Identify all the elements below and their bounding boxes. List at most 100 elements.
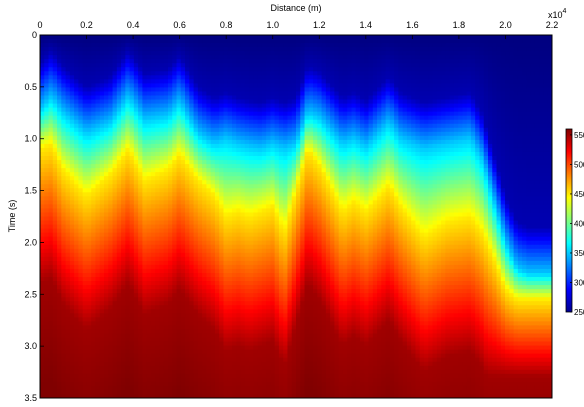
heatmap-cell: [40, 313, 45, 318]
heatmap-cell: [185, 244, 190, 250]
heatmap-cell: [253, 389, 259, 395]
heatmap-cell: [193, 168, 199, 173]
heatmap-cell: [95, 156, 101, 161]
heatmap-cell: [180, 240, 186, 246]
heatmap-cell: [52, 329, 58, 335]
heatmap-cell: [44, 313, 50, 318]
heatmap-cell: [86, 200, 92, 205]
heatmap-cell: [78, 107, 84, 113]
heatmap-cell: [57, 143, 62, 149]
heatmap-cell: [270, 381, 276, 387]
heatmap-cell: [214, 353, 220, 359]
heatmap-cell: [133, 99, 139, 105]
heatmap-cell: [219, 240, 225, 246]
heatmap-cell: [180, 268, 186, 274]
heatmap-cell: [52, 156, 58, 161]
heatmap-cell: [232, 147, 237, 153]
heatmap-cell: [91, 51, 97, 56]
heatmap-cell: [244, 164, 250, 169]
heatmap-cell: [159, 389, 165, 395]
heatmap-cell: [261, 180, 267, 185]
heatmap-cell: [74, 232, 79, 238]
heatmap-cell: [189, 87, 195, 93]
heatmap-cell: [168, 188, 173, 193]
heatmap-cell: [159, 204, 165, 210]
heatmap-cell: [185, 361, 190, 367]
heatmap-cell: [99, 59, 105, 64]
heatmap-cell: [223, 289, 229, 294]
heatmap-cell: [185, 196, 190, 201]
heatmap-cell: [253, 361, 259, 367]
heatmap-cell: [176, 313, 182, 318]
heatmap-cell: [82, 204, 88, 210]
heatmap-cell: [257, 381, 263, 387]
heatmap-cell: [48, 143, 54, 149]
heatmap-cell: [69, 47, 75, 52]
heatmap-cell: [270, 289, 276, 294]
heatmap-cell: [121, 365, 126, 371]
heatmap-cell: [104, 71, 109, 76]
heatmap-cell: [91, 277, 97, 282]
heatmap-cell: [104, 317, 109, 322]
heatmap-cell: [150, 75, 156, 80]
heatmap-cell: [95, 345, 101, 351]
heatmap-cell: [86, 139, 92, 145]
heatmap-cell: [65, 164, 71, 169]
heatmap-cell: [270, 329, 276, 335]
heatmap-cell: [44, 87, 50, 93]
heatmap-cell: [108, 345, 114, 351]
heatmap-cell: [82, 196, 88, 201]
heatmap-cell: [180, 180, 186, 185]
heatmap-cell: [78, 361, 84, 367]
heatmap-cell: [249, 220, 254, 226]
heatmap-cell: [133, 87, 139, 93]
heatmap-cell: [210, 349, 216, 355]
heatmap-cell: [40, 357, 45, 363]
heatmap-cell: [69, 172, 75, 177]
heatmap-cell: [40, 293, 45, 298]
heatmap-cell: [206, 143, 212, 149]
heatmap-cell: [219, 196, 225, 201]
heatmap-cell: [82, 39, 88, 44]
heatmap-cell: [146, 345, 152, 351]
heatmap-cell: [257, 224, 263, 230]
heatmap-cell: [223, 135, 229, 141]
heatmap-cell: [95, 212, 101, 218]
heatmap-cell: [236, 131, 242, 137]
heatmap-cell: [270, 309, 276, 314]
heatmap-cell: [116, 381, 122, 387]
heatmap-cell: [176, 329, 182, 335]
heatmap-cell: [57, 349, 62, 355]
heatmap-cell: [121, 43, 126, 48]
heatmap-cell: [163, 212, 169, 218]
heatmap-cell: [219, 204, 225, 210]
heatmap-cell: [44, 232, 50, 238]
heatmap-cell: [223, 83, 229, 89]
heatmap-cell: [57, 325, 62, 331]
heatmap-cell: [69, 127, 75, 133]
heatmap-cell: [40, 248, 45, 254]
heatmap-cell: [65, 216, 71, 222]
heatmap-cell: [95, 63, 101, 68]
heatmap-cell: [189, 216, 195, 222]
heatmap-cell: [91, 252, 97, 258]
heatmap-cell: [121, 301, 126, 306]
heatmap-cell: [142, 111, 148, 117]
heatmap-cell: [172, 59, 178, 64]
heatmap-cell: [172, 79, 178, 84]
heatmap-cell: [108, 381, 114, 387]
heatmap-cell: [86, 393, 92, 398]
heatmap-cell: [240, 131, 246, 137]
heatmap-cell: [193, 111, 199, 117]
heatmap-cell: [121, 389, 126, 395]
heatmap-cell: [159, 385, 165, 391]
heatmap-cell: [61, 357, 67, 363]
heatmap-cell: [168, 127, 173, 133]
heatmap-cell: [185, 268, 190, 274]
heatmap-cell: [129, 313, 135, 318]
heatmap-cell: [52, 216, 58, 222]
heatmap-cell: [121, 248, 126, 254]
heatmap-cell: [266, 381, 271, 387]
heatmap-cell: [95, 216, 101, 222]
heatmap-cell: [121, 63, 126, 68]
